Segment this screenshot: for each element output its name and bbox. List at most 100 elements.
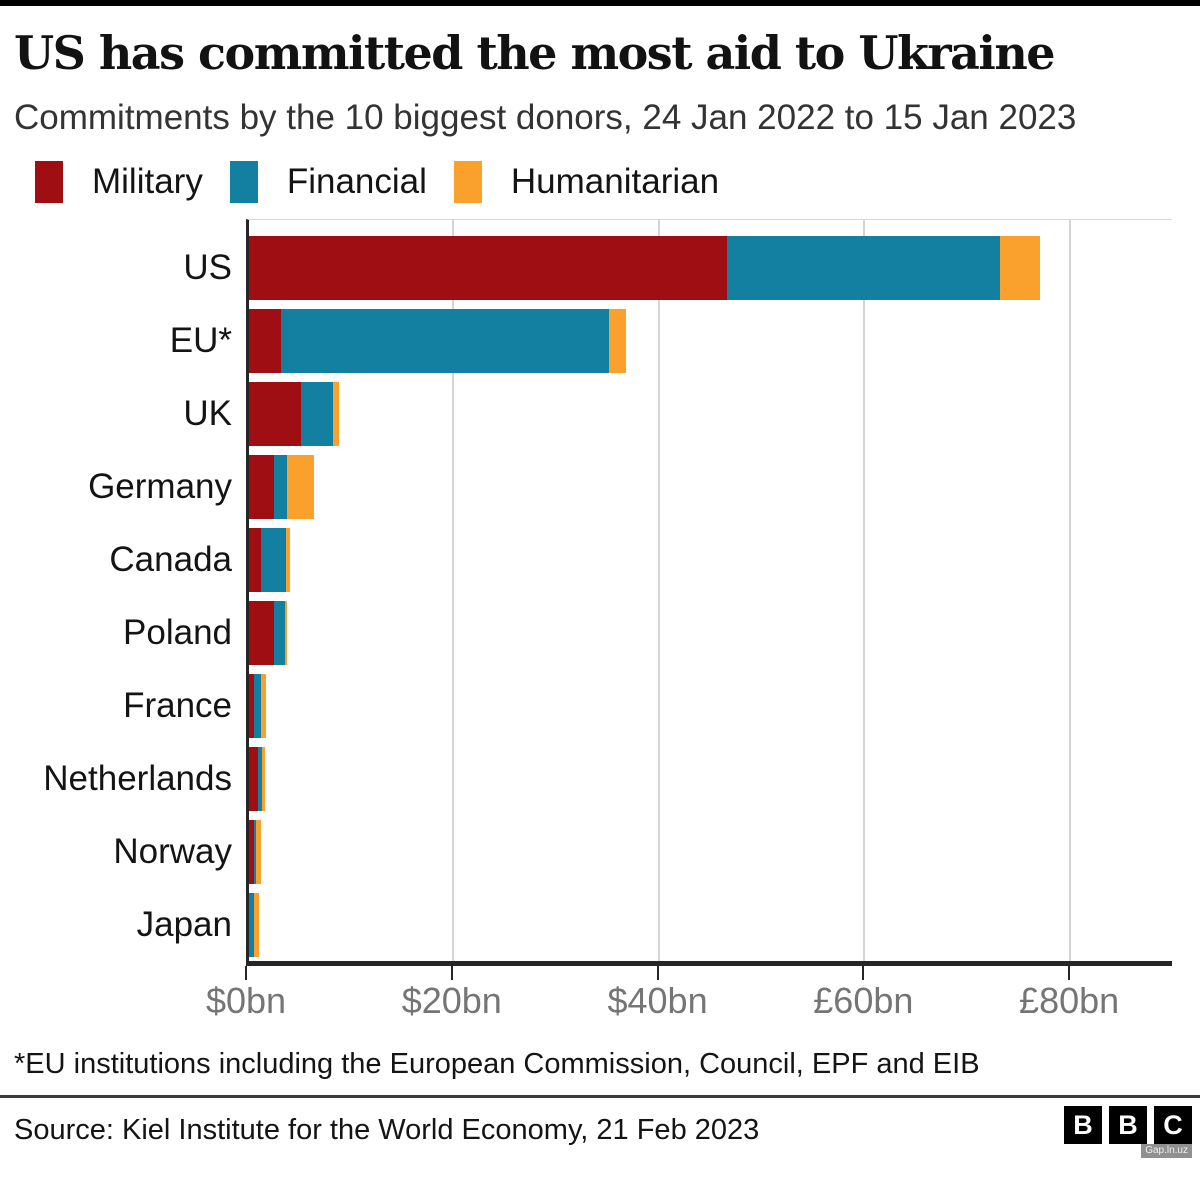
bar-segment-military — [249, 600, 274, 665]
bar-us — [249, 235, 1041, 300]
chart: US EU* UK Germany Canada Poland France Netherla… — [0, 219, 1200, 1024]
y-axis-label: Netherlands — [43, 758, 232, 798]
bar-segment-humanitarian — [261, 673, 267, 738]
logo-block-3: C — [1154, 1106, 1192, 1145]
bar-segment-financial — [727, 235, 1001, 300]
bar-segment-military — [249, 673, 255, 738]
x-tick-60 — [862, 966, 865, 981]
legend-label-humanitarian: Humanitarian — [510, 162, 720, 202]
bar-germany — [249, 454, 314, 519]
legend-label-military: Military — [92, 162, 203, 202]
x-axis-line — [245, 961, 1172, 981]
bar-row-us: US — [183, 231, 1172, 304]
bar-segment-military — [249, 235, 728, 300]
bar-segment-military — [249, 746, 259, 811]
bar-segment-humanitarian — [262, 746, 266, 811]
y-axis-label: US — [183, 247, 232, 287]
bar-segment-military — [249, 381, 302, 446]
bar-norway — [249, 819, 262, 884]
y-axis-label: UK — [183, 393, 232, 433]
bar-row-netherlands: Netherlands — [43, 742, 1172, 815]
gridline-40 — [657, 220, 660, 962]
gridline-60 — [863, 220, 866, 962]
bar-segment-military — [249, 527, 262, 592]
bar-row-canada: Canada — [109, 523, 1172, 596]
bar-segment-financial — [258, 746, 263, 811]
bar-row-eu: EU* — [170, 304, 1172, 377]
legend: Military Financial Humanitarian — [0, 141, 1200, 204]
y-axis-label: Germany — [88, 466, 232, 506]
x-tick-20 — [450, 966, 453, 981]
bar-segment-financial — [254, 673, 262, 738]
bar-segment-military — [249, 819, 255, 884]
page-title: US has committed the most aid to Ukraine — [14, 26, 1056, 80]
legend-swatch-humanitarian — [453, 161, 482, 204]
bar-poland — [249, 600, 288, 665]
logo-block-2: B — [1109, 1106, 1147, 1145]
x-tick-0 — [245, 966, 247, 981]
watermark: Gap.ln.uz — [1141, 1144, 1192, 1159]
bar-row-germany: Germany — [88, 450, 1172, 523]
bar-segment-humanitarian — [609, 308, 626, 373]
bar-segment-financial — [280, 308, 610, 373]
y-axis-label: Japan — [136, 904, 232, 944]
gridline-80 — [1069, 220, 1072, 962]
bar-segment-humanitarian — [285, 600, 288, 665]
x-tick-80 — [1068, 966, 1071, 981]
plot-area: US EU* UK Germany Canada Poland France Netherla… — [43, 219, 1172, 962]
page-subtitle: Commitments by the 10 biggest donors, 24… — [14, 97, 1077, 137]
bar-segment-military — [249, 308, 281, 373]
bar-row-japan: Japan — [137, 888, 1172, 961]
bar-segment-military — [249, 454, 274, 519]
legend-swatch-financial — [229, 161, 258, 204]
bar-segment-humanitarian — [286, 527, 291, 592]
bar-segment-financial — [273, 600, 285, 665]
bar-row-uk: UK — [183, 377, 1172, 450]
bar-uk — [249, 381, 339, 446]
top-border-bar — [0, 0, 1200, 6]
bar-segment-financial — [273, 454, 288, 519]
footnote: *EU institutions including the European … — [14, 1048, 980, 1081]
legend-item-humanitarian: Humanitarian — [453, 161, 720, 204]
bar-segment-humanitarian — [254, 892, 260, 957]
legend-label-financial: Financial — [286, 162, 427, 202]
x-tick-label-0: $0bn — [205, 980, 287, 1022]
bar-france — [249, 673, 267, 738]
footer: Source: Kiel Institute for the World Eco… — [0, 1098, 1200, 1160]
logo-block-1: B — [1064, 1106, 1102, 1145]
chart-header: US has committed the most aid to Ukraine… — [0, 6, 1200, 141]
bar-segment-financial — [249, 892, 255, 957]
source-text: Source: Kiel Institute for the World Eco… — [14, 1114, 760, 1147]
bar-row-france: France — [123, 669, 1172, 742]
x-tick-label-20: $20bn — [401, 980, 502, 1022]
y-axis-label: France — [123, 685, 232, 725]
bar-canada — [249, 527, 291, 592]
x-tick-label-60: £60bn — [813, 980, 914, 1022]
bar-segment-humanitarian — [287, 454, 314, 519]
y-axis-label: Norway — [113, 831, 232, 871]
bbc-logo: B B C Gap.ln.uz — [1064, 1106, 1192, 1160]
bar-eu — [249, 308, 626, 373]
bar-row-norway: Norway — [113, 815, 1172, 888]
bar-segment-financial — [261, 527, 287, 592]
x-tick-label-80: £80bn — [1019, 980, 1120, 1022]
bar-segment-humanitarian — [256, 819, 262, 884]
y-axis-label: Canada — [109, 539, 232, 579]
footer-divider — [0, 1095, 1200, 1099]
y-axis-label: Poland — [123, 612, 232, 652]
legend-item-financial: Financial — [229, 161, 427, 204]
bar-row-poland: Poland — [123, 596, 1172, 669]
bar-segment-financial — [301, 381, 334, 446]
bar-segment-humanitarian — [1000, 235, 1041, 300]
bar-netherlands — [249, 746, 266, 811]
x-tick-label-40: $40bn — [607, 980, 708, 1022]
x-axis-labels: $0bn $20bn $40bn £60bn £80bn — [206, 966, 1172, 1024]
bar-segment-financial — [254, 819, 257, 884]
legend-item-military: Military — [35, 161, 203, 204]
x-tick-40 — [656, 966, 659, 981]
y-axis-label: EU* — [169, 320, 232, 360]
bar-segment-humanitarian — [333, 381, 339, 446]
bar-japan — [249, 892, 260, 957]
gridline-20 — [451, 220, 454, 962]
legend-swatch-military — [35, 161, 63, 204]
